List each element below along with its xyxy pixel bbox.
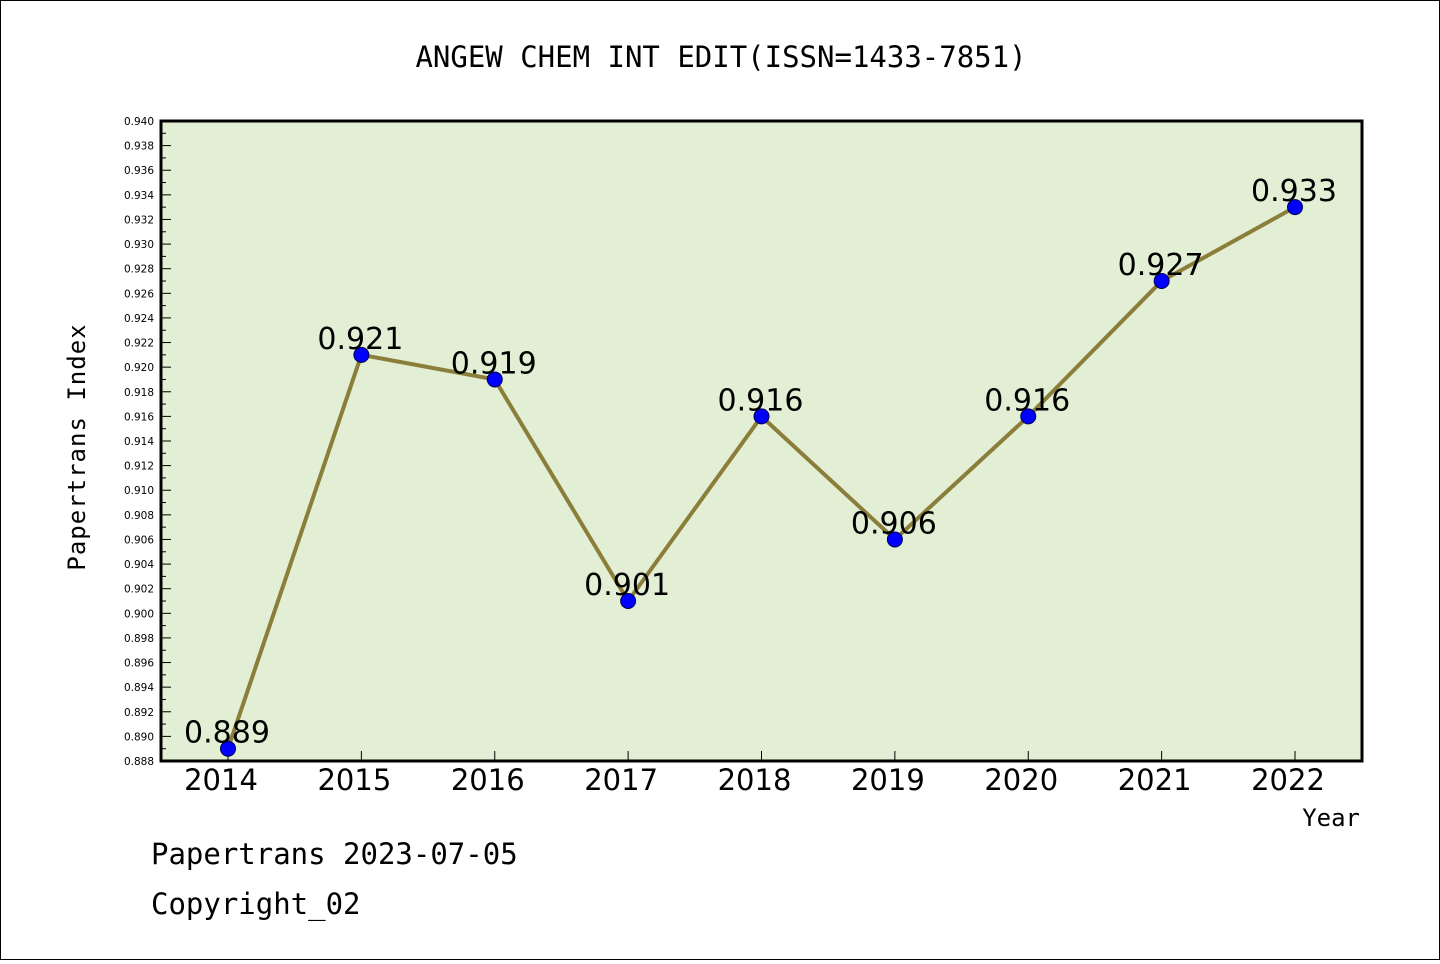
y-tick-label: 0.892 [124, 707, 154, 719]
y-tick-label: 0.934 [124, 190, 154, 202]
data-label: 0.919 [451, 346, 537, 381]
x-tick-label: 2017 [584, 763, 658, 797]
data-point [886, 531, 903, 548]
y-tick-label: 0.902 [124, 584, 154, 596]
y-tick-label: 0.906 [124, 534, 154, 546]
chart-title: ANGEW CHEM INT EDIT(ISSN=1433-7851) [415, 40, 1026, 74]
x-tick-label: 2015 [317, 763, 391, 797]
y-tick-label: 0.932 [124, 214, 154, 226]
data-series: 0.889 0.921 0.919 0.901 0.916 0.906 0.916 0.927… [184, 174, 1337, 757]
data-label: 0.906 [851, 506, 937, 541]
data-point [1020, 408, 1037, 425]
data-label: 0.889 [184, 716, 270, 751]
data-label: 0.927 [1118, 248, 1204, 283]
footer-date: Papertrans 2023-07-05 [151, 837, 518, 871]
y-tick-label: 0.940 [124, 116, 154, 128]
data-label: 0.901 [584, 568, 670, 603]
data-point [1153, 273, 1170, 289]
x-tick-label: 2020 [984, 763, 1058, 797]
data-label: 0.916 [718, 383, 804, 418]
data-label: 0.916 [984, 383, 1070, 418]
plot-area [159, 119, 1364, 763]
data-point [1287, 199, 1303, 216]
y-tick-label: 0.904 [124, 559, 154, 571]
y-tick-label: 0.912 [124, 461, 154, 473]
footer-copyright: Copyright_02 [151, 887, 361, 922]
y-tick-label: 0.938 [124, 141, 154, 153]
y-tick-label: 0.918 [124, 387, 154, 399]
y-tick-label: 0.928 [124, 264, 154, 276]
data-label: 0.933 [1251, 174, 1337, 209]
y-axis-label: Papertrans Index [63, 323, 91, 570]
data-point [620, 593, 637, 609]
y-tick-label: 0.920 [124, 362, 154, 374]
x-tick-label: 2019 [851, 763, 925, 797]
y-tick-label: 0.896 [124, 658, 154, 670]
x-tick-label: 2021 [1118, 763, 1192, 797]
data-point [753, 408, 770, 425]
data-point [486, 371, 503, 388]
y-tick-label: 0.930 [124, 239, 154, 251]
x-tick-label: 2014 [184, 763, 258, 797]
x-tick-label: 2016 [451, 763, 525, 797]
y-tick-label: 0.894 [124, 682, 154, 694]
y-tick-label: 0.910 [124, 485, 154, 497]
y-tick-label: 0.922 [124, 338, 154, 350]
data-label: 0.921 [317, 322, 403, 357]
y-tick-label: 0.908 [124, 510, 154, 522]
x-tick-label: 2022 [1251, 763, 1325, 797]
data-point [220, 740, 236, 757]
y-tick-label: 0.916 [124, 411, 154, 423]
y-tick-label: 0.900 [124, 608, 154, 620]
data-point [353, 346, 370, 363]
y-axis-ticks: 0.888 0.890 0.892 0.894 0.896 0.898 0.900 0.902… [124, 116, 171, 768]
x-tick-label: 2018 [718, 763, 792, 797]
y-tick-label: 0.914 [124, 436, 154, 448]
x-axis-ticks: 2014 2015 2016 2017 2018 2019 2020 2021 2022 [184, 751, 1325, 797]
x-axis-label: Year [1302, 804, 1360, 832]
y-tick-label: 0.888 [124, 756, 154, 768]
y-tick-label: 0.898 [124, 633, 154, 645]
y-tick-label: 0.926 [124, 288, 154, 300]
y-tick-label: 0.936 [124, 165, 154, 177]
y-tick-label: 0.890 [124, 731, 154, 743]
y-tick-label: 0.924 [124, 313, 154, 325]
